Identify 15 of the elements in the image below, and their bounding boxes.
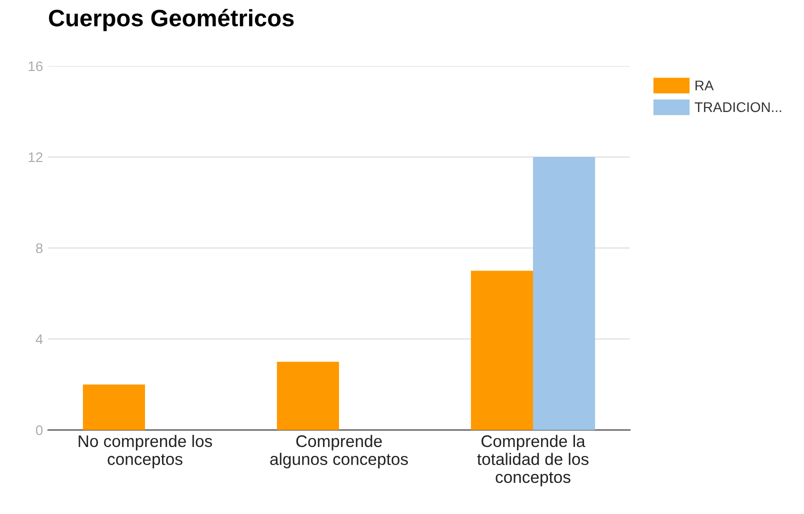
bar (82, 384, 145, 430)
x-tick-label: No comprende los conceptos (78, 434, 212, 468)
y-tick-label: 4 (36, 334, 43, 344)
chart-title: Cuerpos Geométricos (48, 8, 294, 32)
y-tick-label: 0 (36, 425, 43, 436)
legend-label: RA (696, 80, 714, 90)
y-tick-label: 12 (28, 152, 42, 162)
legend-label: TRADICION... (694, 102, 782, 112)
bar (470, 270, 533, 430)
bar (276, 362, 339, 430)
x-tick-label: Comprende la totalidad de los conceptos (477, 434, 588, 486)
y-tick-label: 8 (36, 243, 43, 254)
x-tick-label: Comprende algunos conceptos (270, 434, 408, 468)
bar (533, 157, 596, 430)
y-tick-label: 16 (28, 61, 43, 72)
